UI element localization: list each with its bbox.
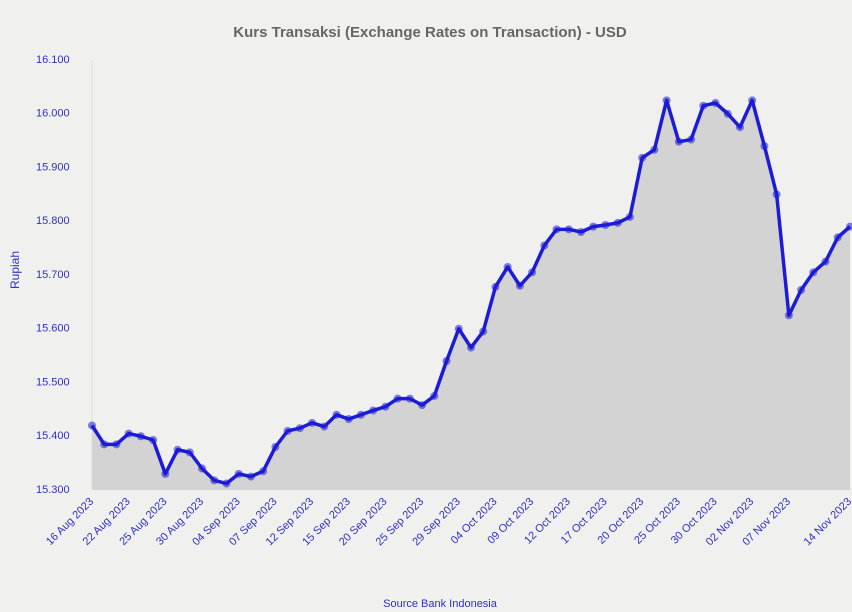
point: [540, 241, 548, 249]
point: [259, 467, 267, 475]
point: [149, 436, 157, 444]
point: [553, 225, 561, 233]
point: [247, 473, 255, 481]
point: [394, 395, 402, 403]
point: [100, 440, 108, 448]
y-tick-label: 15.400: [36, 430, 70, 442]
point: [333, 411, 341, 419]
point: [712, 99, 720, 107]
y-tick-label: 15.900: [36, 161, 70, 173]
y-tick-label: 15.500: [36, 376, 70, 388]
point: [565, 225, 573, 233]
point: [736, 123, 744, 131]
point: [198, 465, 206, 473]
chart-title: Kurs Transaksi (Exchange Rates on Transa…: [233, 24, 627, 41]
point: [357, 411, 365, 419]
point: [308, 419, 316, 427]
point: [406, 395, 414, 403]
page: Kurs Transaksi (Exchange Rates on Transa…: [0, 0, 852, 612]
y-tick-label: 15.600: [36, 323, 70, 335]
point: [381, 403, 389, 411]
y-tick-label: 15.300: [36, 484, 70, 496]
point: [663, 96, 671, 104]
point: [785, 311, 793, 319]
point: [760, 142, 768, 150]
point: [430, 392, 438, 400]
point: [455, 325, 463, 333]
point: [589, 223, 597, 231]
point: [834, 233, 842, 241]
point: [284, 427, 292, 435]
point: [271, 443, 279, 451]
point: [626, 213, 634, 221]
point: [174, 446, 182, 454]
point: [210, 476, 218, 484]
y-tick-label: 16.100: [36, 54, 70, 66]
point: [638, 154, 646, 162]
point: [699, 102, 707, 110]
point: [161, 470, 169, 478]
point: [809, 268, 817, 276]
source-note: Source Bank Indonesia: [383, 598, 498, 610]
y-tick-label: 16.000: [36, 108, 70, 120]
y-tick-label: 15.800: [36, 215, 70, 227]
point: [186, 448, 194, 456]
point: [614, 219, 622, 227]
point: [797, 286, 805, 294]
point: [577, 228, 585, 236]
point: [748, 96, 756, 104]
point: [687, 136, 695, 144]
point: [443, 357, 451, 365]
point: [112, 440, 120, 448]
point: [369, 406, 377, 414]
y-tick-label: 15.700: [36, 269, 70, 281]
point: [345, 415, 353, 423]
point: [467, 344, 475, 352]
point: [222, 480, 230, 488]
point: [773, 190, 781, 198]
point: [125, 430, 133, 438]
point: [724, 110, 732, 118]
point: [601, 221, 609, 229]
point: [137, 432, 145, 440]
point: [516, 282, 524, 290]
point: [491, 283, 499, 291]
point: [235, 470, 243, 478]
chart: Kurs Transaksi (Exchange Rates on Transa…: [0, 0, 852, 612]
point: [479, 327, 487, 335]
point: [504, 263, 512, 271]
point: [418, 401, 426, 409]
point: [320, 423, 328, 431]
point: [88, 422, 96, 430]
point: [675, 138, 683, 146]
point: [296, 424, 304, 432]
point: [650, 146, 658, 154]
point: [822, 258, 830, 266]
y-axis-label: Rupiah: [8, 251, 22, 289]
point: [528, 268, 536, 276]
